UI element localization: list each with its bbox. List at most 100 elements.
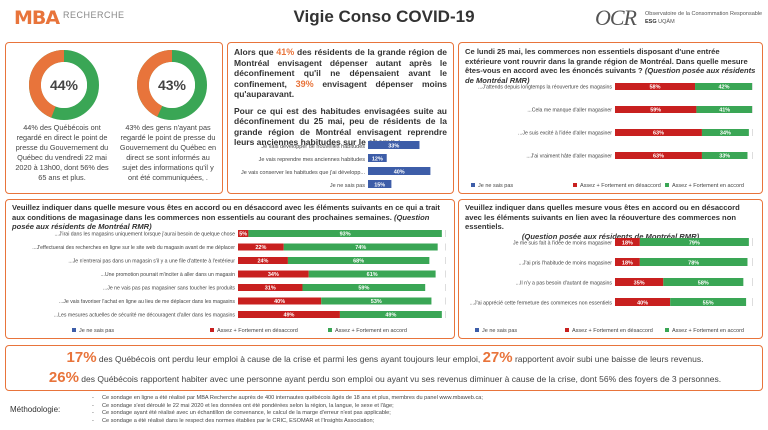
stacked-bar-segment	[695, 83, 753, 90]
habits-category-label: Je vais reprendre mes anciennes habitude…	[259, 157, 366, 163]
legend-swatch	[328, 328, 332, 332]
segment-value-label: 93%	[340, 232, 351, 238]
bar-end-marker	[752, 258, 753, 266]
stat-27: 27%	[482, 349, 513, 366]
q1-stacked-chart: ...J'attends depuis longtemps la réouver…	[471, 83, 753, 189]
p1-highlight-2: 39%	[295, 78, 314, 89]
legend-label: Je ne sais pas	[478, 183, 513, 189]
donut-hole	[41, 62, 87, 108]
bar-end-marker	[752, 83, 753, 90]
segment-value-label: 63%	[653, 154, 664, 160]
donut-1: 44%	[28, 49, 100, 126]
segment-value-label: 49%	[385, 313, 396, 319]
legend-swatch	[72, 328, 76, 332]
stat-line-2: 26% des Québécois rapportent habiter ave…	[6, 369, 764, 386]
legend-label: Assez + Fortement en accord	[672, 183, 744, 189]
stat-26: 26%	[48, 369, 79, 386]
habits-value-label: 12%	[372, 157, 383, 163]
q3-title: Veuillez indiquer dans quelles mesure vo…	[465, 203, 756, 241]
habits-value-label: 33%	[388, 144, 399, 150]
segment-value-label: 18%	[622, 261, 633, 267]
segment-value-label: 34%	[268, 272, 279, 278]
stacked-bar-segment	[238, 270, 309, 278]
stat-17: 17%	[66, 349, 97, 366]
stacked-bar-segment	[701, 129, 749, 136]
legend-swatch	[573, 183, 577, 187]
stacked-bar-segment	[321, 297, 432, 305]
donut-value-label: 44%	[50, 77, 79, 93]
mba-logo-sub: RECHERCHE	[63, 10, 125, 20]
legend-label: Assez + Fortement en désaccord	[572, 328, 653, 334]
legend-swatch	[475, 328, 479, 332]
stacked-bar-segment	[615, 238, 640, 246]
ocr-sub-line3: UQÀM	[658, 19, 675, 25]
bar-end-marker	[445, 284, 446, 291]
bar-end-marker	[445, 297, 446, 305]
category-label: ...Les mesures actuelles de sécurité me …	[54, 313, 236, 319]
stacked-bar-segment	[615, 258, 640, 266]
donut-panel: 44% 43% 44% des Québécois ont regardé en…	[5, 42, 223, 194]
donut-main-slice	[29, 50, 99, 120]
bar-end-marker	[752, 278, 753, 286]
q2-title: Veuillez indiquer dans quelle mesure vou…	[12, 203, 448, 232]
bar-end-marker	[752, 106, 753, 113]
donut-chart-1: 44%	[29, 50, 99, 120]
segment-value-label: 5%	[239, 232, 247, 238]
bar-end-marker	[445, 243, 446, 251]
segment-value-label: 40%	[637, 301, 648, 307]
segment-value-label: 31%	[265, 286, 276, 292]
habits-bar	[368, 180, 392, 188]
q2-stacked-chart: ...J'irai dans les magasins uniquement l…	[32, 230, 446, 334]
stat-line-1: 17% des Québécois ont perdu leur emploi …	[6, 349, 764, 366]
segment-value-label: 34%	[720, 131, 731, 137]
segment-value-label: 35%	[634, 281, 645, 287]
methodology-text-1: Ce sondage en ligne a été réalisé par MB…	[102, 395, 483, 401]
segment-value-label: 58%	[698, 281, 709, 287]
donut-main-slice	[137, 50, 207, 120]
habits-category-label: Je vais conserver les habitudes que j'ai…	[241, 170, 365, 176]
methodology-text-3: Ce sondage ayant été réalisé avec un éch…	[102, 410, 391, 417]
legend-label: Assez + Fortement en accord	[672, 328, 744, 334]
category-label: ...J'ai apprécié cette fermeture des com…	[470, 301, 613, 307]
legend-swatch	[565, 328, 569, 332]
segment-value-label: 59%	[650, 108, 661, 114]
stacked-bar-segment	[696, 106, 753, 113]
habits-value-label: 15%	[374, 183, 385, 189]
stacked-bar-segment	[639, 258, 748, 266]
stacked-bar-segment	[238, 243, 284, 251]
donut-chart-2: 43%	[137, 50, 207, 120]
segment-value-label: 53%	[371, 299, 382, 305]
segment-value-label: 18%	[622, 241, 633, 247]
segment-value-label: 24%	[257, 259, 268, 265]
p1-text-c: des résidents de la grande région de Mon…	[234, 47, 447, 89]
segment-value-label: 40%	[274, 299, 285, 305]
stacked-bar-segment	[238, 311, 340, 318]
stacked-bar-segment	[238, 284, 303, 291]
category-label: ...J'attends depuis longtemps la réouver…	[478, 85, 612, 91]
habits-category-label: Je vais développer de nouvelles habitude…	[261, 144, 365, 150]
habits-panel: Alors que 41% des résidents de la grande…	[227, 42, 454, 194]
category-label: ...J'effectuerai des recherches en ligne…	[32, 245, 235, 251]
stacked-bar-segment	[615, 83, 696, 90]
segment-value-label: 33%	[719, 154, 730, 160]
methodology-text-4: Ce sondage a été réalisé dans le respect…	[102, 417, 375, 424]
stacked-bar-segment	[615, 129, 702, 136]
donut-caption-2: 43% des gens n'ayant pas regardé le poin…	[119, 123, 217, 182]
donut-value-label: 43%	[158, 77, 187, 93]
habits-paragraph: Pour ce qui est des habitudes envisagées…	[234, 105, 447, 148]
methodology-list: - Ce sondage en ligne a été réalisé par M…	[92, 395, 483, 425]
segment-value-label: 78%	[688, 261, 699, 267]
methodology-item: - Ce sondage ayant été réalisé avec un éc…	[92, 410, 391, 417]
segment-value-label: 61%	[367, 272, 378, 278]
stacked-bar-segment	[639, 238, 749, 246]
ocr-logo: OCR	[595, 5, 637, 30]
stacked-bar-segment	[701, 152, 748, 159]
p1-highlight-1: 41%	[276, 47, 295, 57]
stacked-bar-segment	[615, 152, 702, 159]
stacked-bar-segment	[287, 257, 430, 264]
p1-text-e: envisagent dépenser moins qu'auparavant.	[234, 78, 447, 100]
segment-value-label: 41%	[719, 108, 730, 114]
category-label: ...Je vais favoriser l'achat en ligne au…	[59, 299, 235, 305]
legend-label: Je ne sais pas	[79, 328, 114, 334]
category-label: ...Je suis excité à l'idée d'aller magas…	[518, 131, 612, 137]
